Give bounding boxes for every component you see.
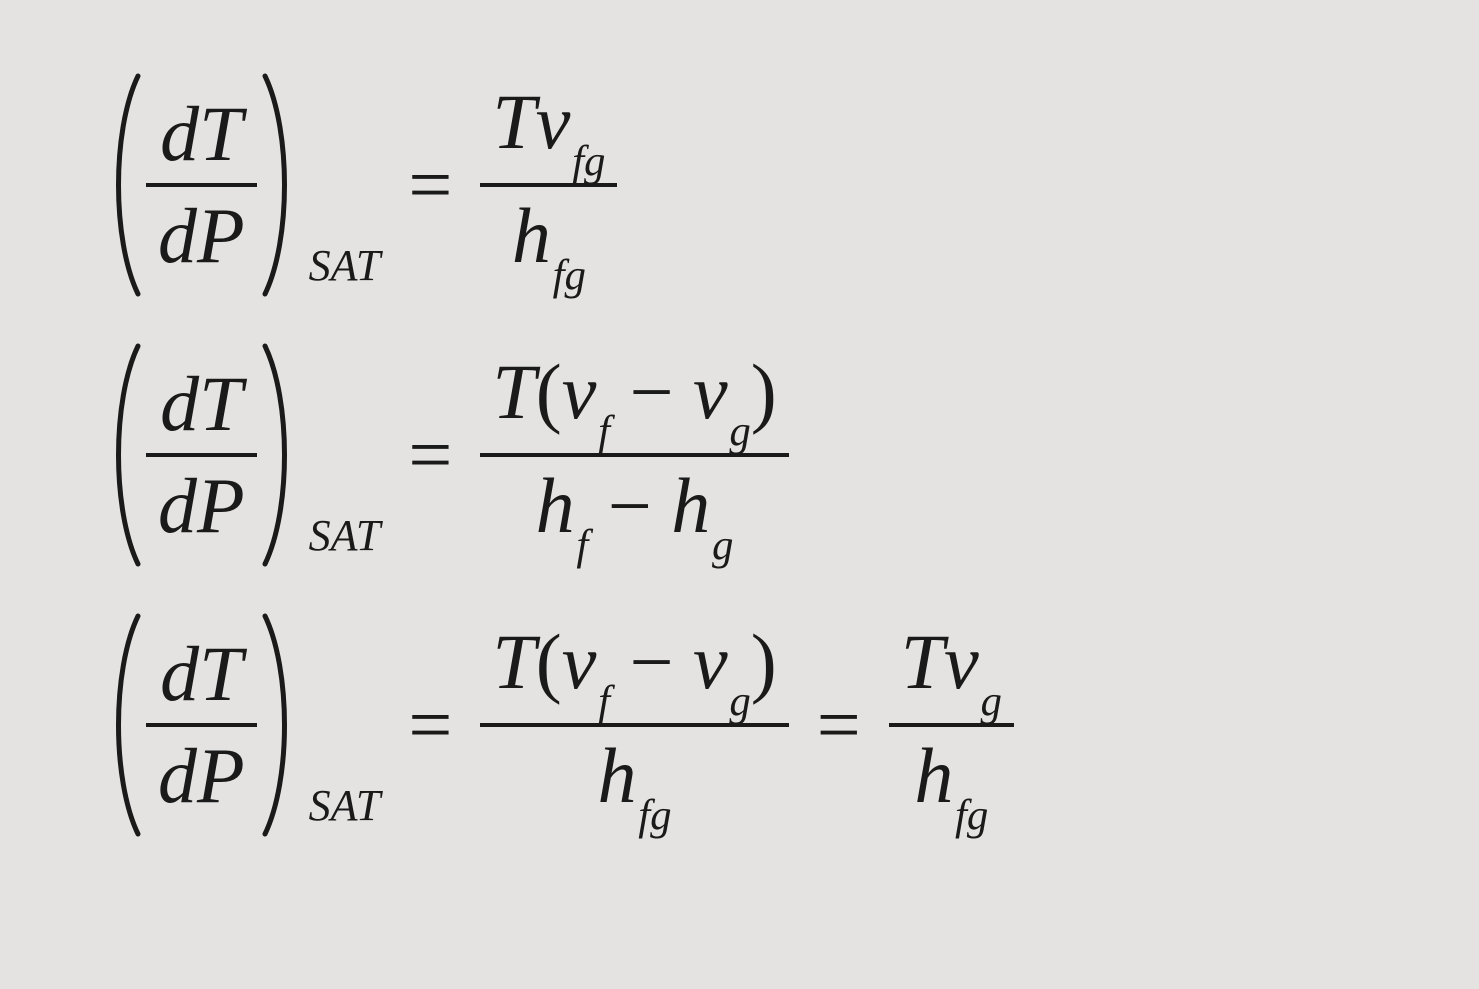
rhs-numer: T(vf−vg) <box>480 349 788 448</box>
lhs-numer: dT <box>148 631 254 717</box>
fraction-bar <box>146 183 257 187</box>
rhs-numer: T(vf−vg) <box>480 619 788 718</box>
rhs-fraction-1: Tvfg hfg <box>480 79 617 292</box>
sym-h: h <box>914 732 953 819</box>
sym-v: v <box>693 348 728 435</box>
lhs-denom: dP <box>146 193 257 279</box>
equals-sign: = <box>817 686 861 764</box>
equals-sign: = <box>408 146 452 224</box>
rparen: ) <box>751 618 777 705</box>
rhs-denom: hfg <box>902 733 1000 832</box>
lhs-numer: dT <box>148 91 254 177</box>
right-paren-icon <box>257 340 303 570</box>
fraction-bar <box>146 723 257 727</box>
left-paren-icon <box>100 70 146 300</box>
sym-h: h <box>536 462 575 549</box>
right-paren-icon <box>257 70 303 300</box>
lhs-denom: dP <box>146 733 257 819</box>
sub-fg: fg <box>553 252 586 299</box>
sub-f: f <box>598 408 610 455</box>
sub-g: g <box>729 408 750 455</box>
minus-sign: − <box>630 348 674 435</box>
sym-v: v <box>562 618 597 705</box>
right-paren-icon <box>257 610 303 840</box>
sym-T: T <box>901 618 944 705</box>
sym-h: h <box>598 732 637 819</box>
equation-row-3: dT dP SAT = T(vf−vg) hfg = Tvg <box>100 610 1379 840</box>
rhs-numer: Tvfg <box>480 79 617 178</box>
sub-fg: fg <box>572 138 605 185</box>
sat-subscript: SAT <box>309 244 381 288</box>
equation-row-2: dT dP SAT = T(vf−vg) hf−hg <box>100 340 1379 570</box>
equation-page: dT dP SAT = Tvfg hfg dT <box>0 0 1479 950</box>
lparen: ( <box>536 618 562 705</box>
lhs-paren-group: dT dP <box>100 70 303 300</box>
sub-fg: fg <box>638 792 671 839</box>
dT-over-dP: dT dP <box>146 631 257 819</box>
sym-v: v <box>536 78 571 165</box>
sub-g: g <box>712 522 733 569</box>
sym-T: T <box>492 348 535 435</box>
sym-T: T <box>492 78 535 165</box>
minus-sign: − <box>630 618 674 705</box>
lparen: ( <box>536 348 562 435</box>
equals-sign: = <box>408 416 452 494</box>
lhs-paren-group: dT dP <box>100 340 303 570</box>
rhs-denom: hfg <box>500 193 598 292</box>
rhs-denom: hf−hg <box>524 463 746 562</box>
lhs-numer: dT <box>148 361 254 447</box>
sym-h: h <box>671 462 710 549</box>
sub-f: f <box>576 522 588 569</box>
rhs-fraction-1: T(vf−vg) hf−hg <box>480 349 788 562</box>
rhs-numer: Tvg <box>889 619 1014 718</box>
equation-row-1: dT dP SAT = Tvfg hfg <box>100 70 1379 300</box>
dT-over-dP: dT dP <box>146 91 257 279</box>
rhs-fraction-1: T(vf−vg) hfg <box>480 619 788 832</box>
sub-fg: fg <box>955 792 988 839</box>
minus-sign: − <box>608 462 652 549</box>
rhs-fraction-2: Tvg hfg <box>889 619 1014 832</box>
sub-g: g <box>980 678 1001 725</box>
sat-subscript: SAT <box>309 514 381 558</box>
left-paren-icon <box>100 340 146 570</box>
sym-v: v <box>693 618 728 705</box>
sub-g: g <box>729 678 750 725</box>
left-paren-icon <box>100 610 146 840</box>
rparen: ) <box>751 348 777 435</box>
sym-T: T <box>492 618 535 705</box>
sub-f: f <box>598 678 610 725</box>
fraction-bar <box>146 453 257 457</box>
equals-sign: = <box>408 686 452 764</box>
lhs-denom: dP <box>146 463 257 549</box>
rhs-denom: hfg <box>586 733 684 832</box>
dT-over-dP: dT dP <box>146 361 257 549</box>
sym-h: h <box>512 192 551 279</box>
sym-v: v <box>944 618 979 705</box>
lhs-paren-group: dT dP <box>100 610 303 840</box>
sat-subscript: SAT <box>309 784 381 828</box>
sym-v: v <box>562 348 597 435</box>
